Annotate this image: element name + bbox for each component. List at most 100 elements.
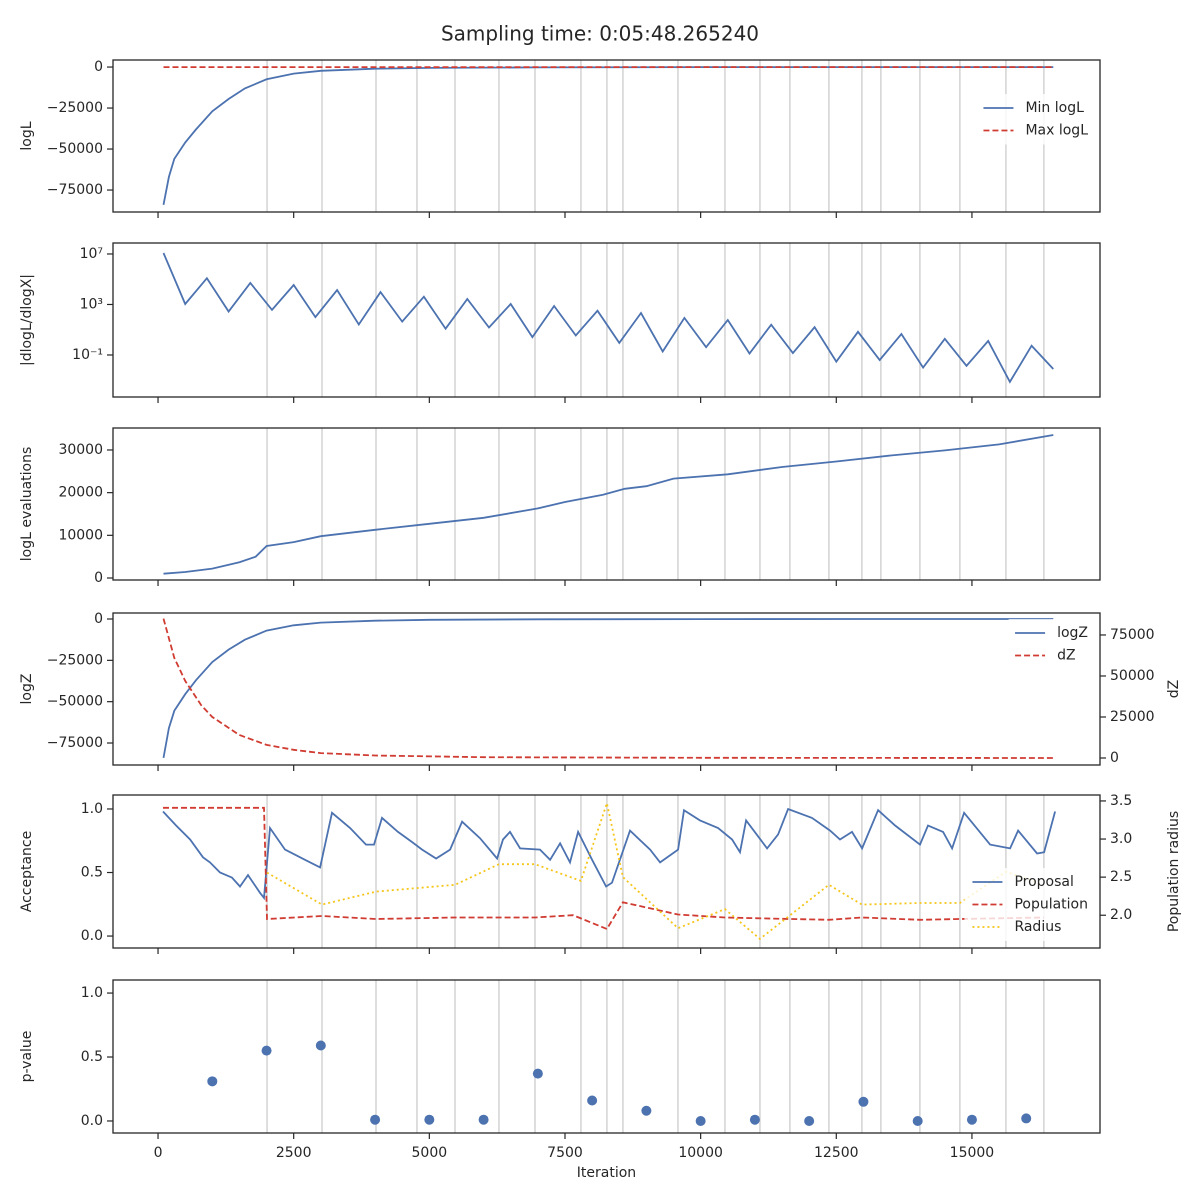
x-tick-label: 10000: [678, 1145, 723, 1161]
series-line: [162, 252, 1054, 384]
axes-frame: [112, 612, 1101, 766]
x-tick-label: 12500: [814, 1145, 859, 1161]
legend-box: [975, 94, 1096, 145]
y-tick-label: 0.0: [81, 928, 103, 944]
y2-tick-label: 3.0: [1110, 831, 1132, 847]
point: [424, 1114, 435, 1125]
point: [587, 1095, 598, 1106]
y-tick-label: −75000: [47, 182, 103, 198]
legend-label: Population: [1014, 897, 1088, 913]
y-tick-label: −25000: [47, 100, 103, 116]
axes-frame: [112, 794, 1101, 949]
y-axis-label: Acceptance: [19, 831, 35, 912]
y2-tick-label: 2.5: [1110, 869, 1132, 885]
point: [912, 1115, 923, 1126]
y-tick-label: 1.0: [81, 985, 103, 1001]
y2-tick-label: 2.0: [1110, 907, 1132, 923]
point: [207, 1076, 218, 1087]
y-tick-label: 30000: [58, 442, 103, 458]
point: [315, 1040, 326, 1051]
panel: 0.0 0.5 1.0 2.0 2.5 3.0 3.5 Acceptance Populatio…: [19, 793, 1182, 954]
legend-box: [1007, 619, 1096, 670]
legend-label: Radius: [1014, 919, 1061, 935]
y-tick-label: 10³: [80, 296, 103, 312]
x-tick-label: 5000: [412, 1145, 448, 1161]
panel: 0 2500 5000 7500 10000 12500 15000 0.0 0.5 1.0 p-v…: [19, 979, 1101, 1161]
plot-area: [207, 1040, 1032, 1126]
y-axis-label: logL evaluations: [19, 447, 35, 562]
legend-label: logZ: [1057, 625, 1088, 641]
axes-frame: [112, 979, 1101, 1134]
y-tick-label: 1.0: [81, 801, 103, 817]
y-tick-label: 10⁻¹: [72, 347, 103, 363]
y-axis-label: logL: [19, 121, 35, 150]
y-tick-label: 0: [94, 611, 103, 627]
y2-axis-label: dZ: [1166, 680, 1182, 698]
y-tick-label: 0.0: [81, 1113, 103, 1129]
point: [1021, 1113, 1032, 1124]
figure-title: Sampling time: 0:05:48.265240: [441, 22, 759, 46]
plot-area: [163, 434, 1054, 575]
y-tick-label: −50000: [47, 141, 103, 157]
panel: 0 −25000 −50000 −75000 0 25000 50000 75000 logZ d…: [19, 611, 1182, 771]
panel: 10⁷ 10³ 10⁻¹ |dlogL/dlogX|: [19, 242, 1101, 403]
panel: 0 −25000 −50000 −75000 logL Min logL Max logL: [19, 59, 1101, 218]
y-axis-label: |dlogL/dlogX|: [19, 274, 35, 366]
series-line: [163, 434, 1054, 575]
point: [695, 1115, 706, 1126]
legend: Min logL Max logL: [975, 94, 1096, 145]
point: [858, 1096, 869, 1107]
y-tick-label: 0: [94, 570, 103, 586]
legend-label: Proposal: [1014, 874, 1073, 890]
y-tick-label: 20000: [58, 485, 103, 501]
point: [370, 1114, 381, 1125]
series-line: [162, 618, 1054, 759]
plot-area: [162, 66, 1054, 205]
legend-label: Min logL: [1025, 100, 1084, 116]
axes-frame: [112, 242, 1101, 398]
series-line: [162, 618, 1054, 759]
y2-tick-label: 50000: [1110, 668, 1155, 684]
x-tick-label: 0: [154, 1145, 163, 1161]
y-axis-label: logZ: [19, 674, 35, 705]
plot-area: [162, 618, 1054, 759]
x-tick-label: 2500: [276, 1145, 312, 1161]
point: [804, 1115, 815, 1126]
axes-frame: [112, 59, 1101, 213]
point: [478, 1114, 489, 1125]
x-tick-label: 15000: [950, 1145, 995, 1161]
point: [641, 1105, 652, 1116]
legend-box: [964, 868, 1096, 941]
point: [532, 1068, 543, 1079]
y-tick-label: 0.5: [81, 1049, 103, 1065]
x-tick-label: 7500: [547, 1145, 583, 1161]
plot-area: [162, 252, 1054, 384]
y2-tick-label: 75000: [1110, 627, 1155, 643]
legend-label: dZ: [1057, 648, 1075, 664]
plot-area: [162, 799, 1056, 941]
y2-tick-label: 3.5: [1110, 793, 1132, 809]
y-tick-label: −75000: [47, 735, 103, 751]
legend: logZ dZ: [1007, 619, 1096, 670]
y-tick-label: 10000: [58, 527, 103, 543]
series-line: [163, 806, 1044, 931]
legend-label: Max logL: [1025, 123, 1088, 139]
x-axis-label: Iteration: [577, 1165, 636, 1181]
point: [261, 1045, 272, 1056]
y2-axis-label: Population radius: [1166, 811, 1182, 932]
y-tick-label: 10⁷: [80, 246, 103, 262]
axes-frame: [112, 427, 1101, 581]
y-axis-label: p-value: [19, 1031, 35, 1083]
panel: 0 10000 20000 30000 logL evaluations: [19, 427, 1101, 586]
point: [966, 1114, 977, 1125]
y-tick-label: 0: [94, 59, 103, 75]
legend: Proposal Population Radius: [964, 868, 1096, 941]
y2-tick-label: 25000: [1110, 709, 1155, 725]
y-tick-label: 0.5: [81, 865, 103, 881]
y2-tick-label: 0: [1110, 750, 1119, 766]
series-line: [162, 807, 1056, 901]
series-line: [266, 799, 1045, 941]
y-tick-label: −50000: [47, 694, 103, 710]
point: [749, 1114, 760, 1125]
